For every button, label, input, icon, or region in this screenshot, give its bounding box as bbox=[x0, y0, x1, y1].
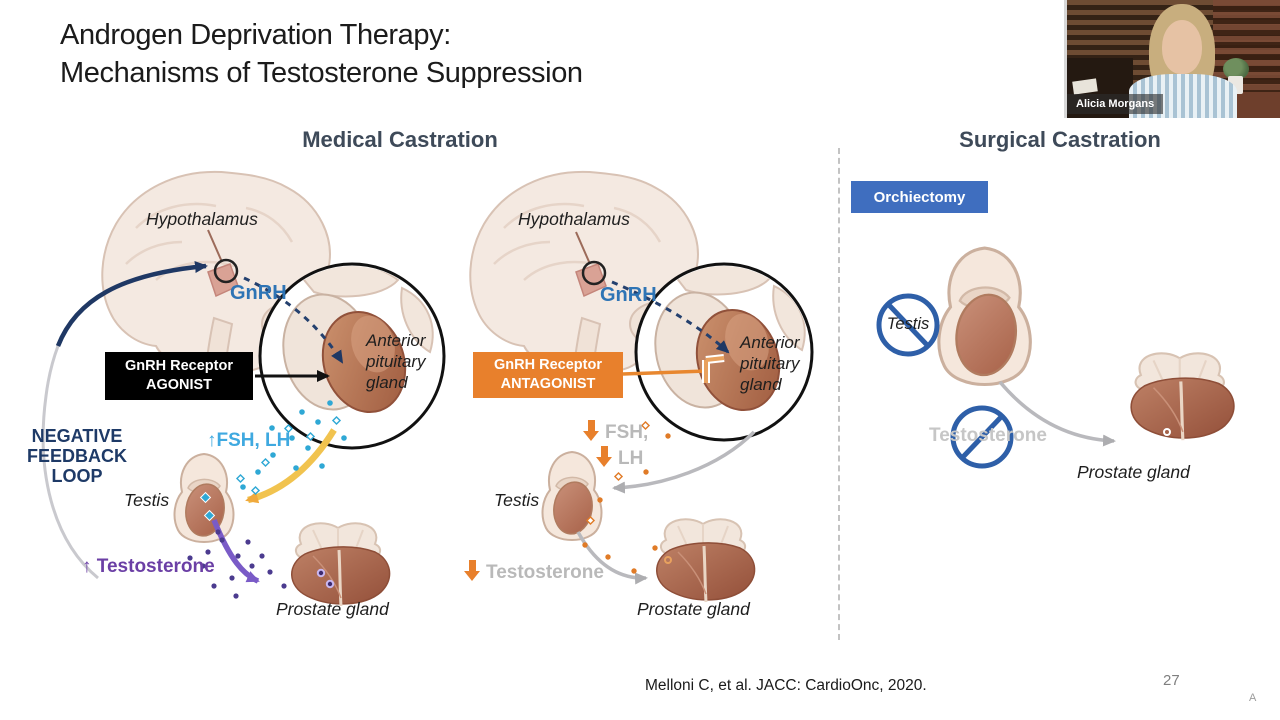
antagonist-prostate-receptor bbox=[664, 556, 672, 564]
webcam-person-face bbox=[1162, 20, 1202, 74]
antagonist-blocker bbox=[622, 354, 725, 383]
agonist-fsh-lh-arrow-path bbox=[245, 428, 337, 504]
antagonist-receptor-box: GnRH Receptor ANTAGONIST bbox=[473, 352, 623, 398]
agonist-testis-label: Testis bbox=[124, 490, 170, 510]
agonist-brain-illustration bbox=[101, 170, 333, 398]
agonist-receptor-box-line1: GnRH Receptor bbox=[125, 358, 233, 374]
agonist-prostate-label: Prostate gland bbox=[276, 599, 389, 619]
watermark: A bbox=[1249, 692, 1257, 704]
agonist-fsh-lh-dots bbox=[235, 400, 347, 496]
antagonist-hypothalamus-ring bbox=[581, 260, 607, 286]
antagonist-gnrh-label: GnRH bbox=[600, 284, 657, 306]
antagonist-lh-label: LH bbox=[618, 448, 644, 469]
antagonist-gnrh-dashed-arrow bbox=[611, 280, 730, 354]
surgical-testis-illustration bbox=[937, 246, 1032, 387]
up-arrow-icon: ↑ bbox=[82, 556, 92, 577]
agonist-gnrh-dashed-arrow bbox=[243, 276, 344, 364]
agonist-hypothalamus-ring bbox=[213, 258, 239, 284]
antagonist-receptor-box-line2: ANTAGONIST bbox=[500, 376, 596, 392]
medical-castration-header: Medical Castration bbox=[302, 127, 498, 152]
antagonist-gray-arrow-2 bbox=[576, 531, 648, 585]
surgical-testis-label: Testis bbox=[886, 315, 930, 333]
surgical-prostate-receptor bbox=[1163, 428, 1171, 436]
testis-prohibition-icon bbox=[876, 293, 940, 357]
agonist-testis-receptors bbox=[199, 491, 216, 522]
webcam-video-tile[interactable]: Alicia Morgans bbox=[1064, 0, 1280, 118]
agonist-fsh-lh-label: ↑FSH, LH bbox=[207, 430, 291, 451]
down-block-arrow-icon bbox=[583, 420, 599, 441]
antagonist-hormone-dots bbox=[582, 420, 671, 574]
surgical-prostate-illustration bbox=[1129, 351, 1236, 442]
section-divider bbox=[838, 148, 840, 640]
agonist-prostate-receptors bbox=[316, 568, 335, 589]
webcam-name-label: Alicia Morgans bbox=[1067, 94, 1164, 114]
antagonist-testis-illustration bbox=[541, 451, 603, 541]
surgical-castration-header: Surgical Castration bbox=[959, 127, 1161, 152]
citation: Melloni C, et al. JACC: CardioOnc, 2020. bbox=[645, 677, 927, 694]
down-block-arrow-icon bbox=[596, 446, 612, 467]
agonist-testosterone-label: ↑ Testosterone bbox=[82, 556, 215, 577]
antagonist-pituitary-label: Anterior pituitary gland bbox=[740, 333, 800, 394]
down-block-arrow-icon bbox=[464, 560, 480, 581]
page-title-line2: Mechanisms of Testosterone Suppression bbox=[60, 57, 583, 89]
antagonist-prostate-label: Prostate gland bbox=[637, 599, 750, 619]
agonist-receptor-box: GnRH Receptor AGONIST bbox=[105, 352, 253, 400]
antagonist-receptor-box-line1: GnRH Receptor bbox=[494, 357, 602, 373]
antagonist-brain-illustration bbox=[469, 170, 701, 398]
agonist-testosterone-arrow-path bbox=[211, 518, 260, 584]
agonist-receptor-box-line2: AGONIST bbox=[145, 377, 213, 393]
page-title-line1: Androgen Deprivation Therapy: bbox=[60, 19, 451, 51]
surgical-gray-arrow bbox=[998, 380, 1116, 447]
antagonist-testosterone-label: Testosterone bbox=[486, 562, 604, 583]
antagonist-pituitary-illustration bbox=[654, 266, 806, 412]
webcam-plant bbox=[1223, 58, 1249, 80]
agonist-hypothalamus-label: Hypothalamus bbox=[146, 209, 258, 229]
page-number: 27 bbox=[1163, 672, 1180, 689]
agonist-pituitary-label: Anterior pituitary gland bbox=[366, 331, 426, 392]
agonist-feedback-loop-arrow bbox=[41, 261, 208, 580]
antagonist-testis-label: Testis bbox=[494, 490, 540, 510]
surgical-prostate-label: Prostate gland bbox=[1077, 462, 1190, 482]
up-arrow-icon: ↑ bbox=[207, 430, 217, 451]
surgical-testosterone-label: Testosterone bbox=[929, 425, 1047, 446]
orchiectomy-box: Orchiectomy bbox=[851, 181, 988, 213]
agonist-prostate-illustration bbox=[290, 521, 392, 608]
agonist-gnrh-label: GnRH bbox=[230, 282, 287, 304]
antagonist-gray-arrow-1 bbox=[612, 430, 756, 494]
negative-feedback-loop-label: NEGATIVE FEEDBACK LOOP bbox=[26, 426, 127, 486]
antagonist-fsh-label: FSH, bbox=[605, 422, 649, 443]
testosterone-prohibition-icon bbox=[950, 405, 1014, 469]
agonist-pituitary-illustration bbox=[282, 266, 434, 414]
antagonist-hypothalamus-label: Hypothalamus bbox=[518, 209, 630, 229]
page-title: Androgen Deprivation Therapy: Mechanisms… bbox=[60, 16, 583, 92]
